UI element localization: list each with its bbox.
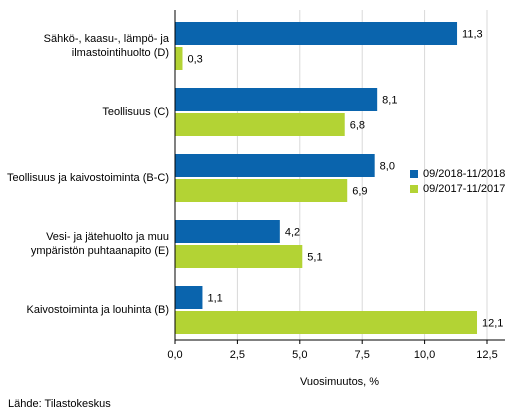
- bar-2-1: [175, 47, 183, 70]
- data-label-2-1: 0,3: [187, 54, 202, 66]
- bar-1-1: [175, 22, 458, 45]
- category-label-1: Sähkö-, kaasu-, lämpö- ja ilmastointihuol…: [4, 32, 169, 60]
- data-label-1-1: 11,3: [462, 29, 483, 41]
- legend-swatch-series-1: [410, 169, 418, 178]
- bar-1-3: [175, 154, 375, 177]
- data-label-2-3: 6,9: [352, 186, 367, 198]
- legend-swatch-series-2: [410, 184, 418, 193]
- legend-label-series-2: 09/2017-11/2017: [423, 182, 506, 195]
- category-label-line: Teollisuus (C): [102, 106, 169, 118]
- x-tick-label-0: 0,0: [167, 349, 182, 361]
- bar-2-4: [175, 245, 303, 268]
- legend-item-series-2: 09/2017-11/2017: [410, 181, 505, 196]
- category-label-5: Kaivostoiminta ja louhinta (B): [4, 303, 169, 317]
- x-tick-label-2: 5,0: [292, 349, 307, 361]
- category-label-2: Teollisuus (C): [4, 105, 169, 119]
- category-label-3: Teollisuus ja kaivostoiminta (B-C): [4, 171, 169, 185]
- x-tick-label-5: 12,5: [476, 349, 497, 361]
- data-label-1-4: 4,2: [285, 227, 300, 239]
- category-label-4: Vesi- ja jätehuolto ja muu ympäristön puh…: [4, 230, 169, 258]
- bar-1-5: [175, 286, 203, 309]
- data-label-1-5: 1,1: [207, 293, 222, 305]
- category-label-line: Teollisuus ja kaivostoiminta (B-C): [7, 172, 169, 184]
- bar-1-4: [175, 220, 280, 243]
- category-label-line: ilmastointihuolto (D): [71, 47, 169, 59]
- legend: 09/2018-11/2018 09/2017-11/2017: [410, 166, 505, 196]
- data-label-1-3: 8,0: [380, 161, 395, 173]
- bar-1-2: [175, 88, 378, 111]
- category-label-line: Vesi- ja jätehuolto ja muu: [46, 231, 169, 243]
- x-axis-label: Vuosimuutos, %: [300, 376, 380, 388]
- bar-2-5: [175, 311, 478, 334]
- data-label-1-2: 8,1: [382, 95, 397, 107]
- x-tick-label-1: 2,5: [230, 349, 245, 361]
- bar-2-3: [175, 179, 348, 202]
- category-label-line: ympäristön puhtaanapito (E): [30, 245, 169, 257]
- x-tick-label-3: 7,5: [355, 349, 370, 361]
- data-label-2-4: 5,1: [307, 252, 322, 264]
- data-label-2-2: 6,8: [350, 120, 365, 132]
- legend-item-series-1: 09/2018-11/2018: [410, 166, 505, 181]
- category-label-line: Sähkö-, kaasu-, lämpö- ja: [43, 33, 169, 45]
- bar-2-2: [175, 113, 345, 136]
- legend-label-series-1: 09/2018-11/2018: [423, 167, 506, 180]
- x-tick-label-4: 10,0: [414, 349, 435, 361]
- category-label-line: Kaivostoiminta ja louhinta (B): [26, 304, 169, 316]
- data-label-2-5: 12,1: [482, 318, 503, 330]
- source-note: Lähde: Tilastokeskus: [8, 398, 111, 410]
